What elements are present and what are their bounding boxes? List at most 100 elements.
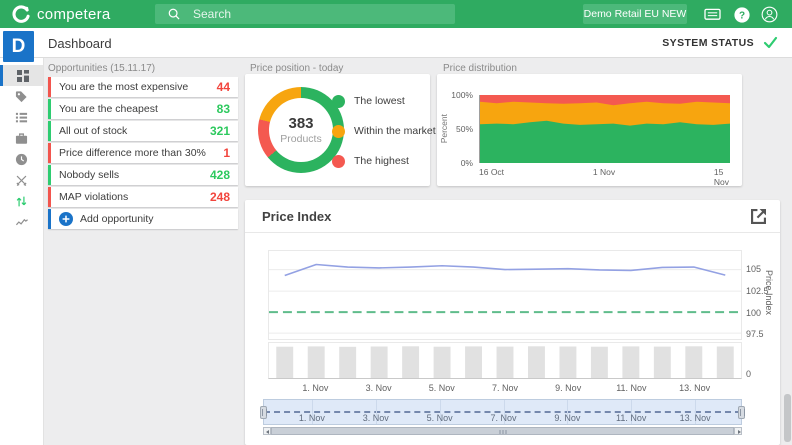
sidebar-item-history[interactable] bbox=[0, 149, 43, 170]
navigator-gridline bbox=[375, 400, 377, 424]
crossed-swords-icon bbox=[15, 174, 28, 187]
sidebar-item-dashboard[interactable] bbox=[0, 65, 43, 86]
navigator-gridline bbox=[695, 400, 697, 424]
opportunity-label: Price difference more than 30% bbox=[59, 147, 206, 159]
briefcase-icon bbox=[15, 132, 28, 145]
add-opportunity-button[interactable]: Add opportunity bbox=[48, 209, 238, 229]
profile-icon[interactable] bbox=[760, 6, 778, 23]
competera-logo[interactable]: competera bbox=[12, 4, 111, 24]
price-index-y-tick: 100 bbox=[746, 308, 762, 318]
navigator-right-handle[interactable] bbox=[738, 406, 745, 419]
price-index-panel: Price Index Price Index 105 102.5 100 97.5 0… bbox=[245, 200, 780, 445]
sidebar-nav bbox=[0, 58, 44, 445]
products-count: 383 bbox=[288, 115, 314, 132]
opportunity-value: 321 bbox=[209, 124, 230, 138]
up-down-arrows-icon bbox=[15, 195, 28, 208]
y-axis-tick: 50% bbox=[455, 124, 473, 134]
plus-icon bbox=[59, 212, 73, 226]
legend-label: The highest bbox=[354, 155, 409, 167]
scroll-right-button[interactable] bbox=[734, 427, 742, 435]
svg-text:?: ? bbox=[739, 10, 745, 21]
opportunity-item[interactable]: You are the cheapest 83 bbox=[48, 99, 238, 119]
opportunity-item[interactable]: All out of stock 321 bbox=[48, 121, 238, 141]
x-axis-tick: 1 Nov bbox=[592, 167, 616, 177]
opportunities-list: You are the most expensive 44 You are the … bbox=[48, 77, 238, 231]
navigator-gridline bbox=[567, 400, 569, 424]
scrollbar-thumb[interactable] bbox=[271, 427, 734, 435]
price-index-x-tick: 3. Nov bbox=[365, 383, 392, 393]
scroll-left-button[interactable] bbox=[263, 427, 271, 435]
opportunity-label: You are the most expensive bbox=[59, 81, 189, 93]
opportunity-item[interactable]: MAP violations 248 bbox=[48, 187, 238, 207]
price-distribution-title: Price distribution bbox=[443, 63, 517, 74]
help-icon[interactable]: ? bbox=[733, 6, 751, 23]
price-position-panel: 383 Products The lowest Within the market… bbox=[245, 74, 436, 186]
price-index-header: Price Index bbox=[245, 200, 780, 233]
price-index-line-chart[interactable] bbox=[268, 250, 742, 340]
page-title-bar: Dashboard SYSTEM STATUS bbox=[0, 28, 792, 58]
navigator-x-tick: 5. Nov bbox=[426, 413, 453, 423]
navigator-gridline bbox=[311, 400, 313, 424]
list-icon bbox=[15, 111, 28, 124]
legend-item: Within the market bbox=[332, 124, 436, 138]
legend-dot bbox=[332, 94, 345, 108]
price-index-x-tick: 1. Nov bbox=[302, 383, 329, 393]
price-distribution-area-chart[interactable] bbox=[479, 95, 730, 163]
navigator-series-line bbox=[264, 411, 741, 413]
legend-dot bbox=[332, 124, 345, 138]
range-navigator[interactable]: 1. Nov 3. Nov 5. Nov 7. Nov 9. Nov 11. Nov 13.… bbox=[260, 399, 745, 425]
legend-dot bbox=[332, 154, 345, 168]
price-position-title: Price position - today bbox=[250, 63, 344, 74]
legend-label: The lowest bbox=[354, 95, 405, 107]
navigator-left-handle[interactable] bbox=[260, 406, 267, 419]
legend-item: The highest bbox=[332, 154, 436, 168]
sidebar-item-portfolio[interactable] bbox=[0, 128, 43, 149]
price-index-x-tick: 13. Nov bbox=[679, 383, 711, 393]
price-position-legend: The lowest Within the market The highest bbox=[332, 94, 436, 184]
opportunity-value: 83 bbox=[216, 102, 230, 116]
status-check-icon bbox=[763, 36, 778, 49]
tag-icon bbox=[15, 90, 28, 103]
navigator-x-tick: 1. Nov bbox=[298, 413, 325, 423]
navigator-gridline bbox=[631, 400, 633, 424]
opportunity-item[interactable]: Price difference more than 30% 1 bbox=[48, 143, 238, 163]
opportunity-value: 428 bbox=[209, 168, 230, 182]
sidebar-item-tags[interactable] bbox=[0, 86, 43, 107]
opportunity-value: 1 bbox=[223, 146, 230, 160]
donut-center: 383 Products bbox=[269, 98, 333, 162]
sidebar-item-analytics[interactable] bbox=[0, 212, 43, 233]
navigator-gridline bbox=[439, 400, 441, 424]
add-opportunity-label: Add opportunity bbox=[80, 213, 154, 225]
navigator-scrollbar[interactable] bbox=[263, 427, 742, 435]
y-axis-tick: 0% bbox=[460, 158, 473, 168]
legend-label: Within the market bbox=[354, 125, 436, 137]
price-position-donut-chart[interactable]: 383 Products bbox=[258, 87, 344, 173]
price-index-title: Price Index bbox=[262, 209, 332, 224]
price-distribution-panel: Percent 100% 50% 0% 16 Oct 1 Nov 15 Nov bbox=[437, 74, 742, 187]
sidebar-item-repricing[interactable] bbox=[0, 191, 43, 212]
search-bar[interactable] bbox=[155, 4, 455, 24]
sidebar-item-lists[interactable] bbox=[0, 107, 43, 128]
price-index-bar-chart[interactable] bbox=[268, 342, 742, 379]
search-input[interactable] bbox=[193, 7, 423, 21]
competera-logo-icon bbox=[12, 5, 30, 23]
account-selector-button[interactable]: Demo Retail EU NEW bbox=[583, 4, 687, 24]
price-index-y-axis-label: Price Index bbox=[764, 270, 774, 316]
dashboard-grid-icon bbox=[16, 69, 30, 83]
open-fullscreen-icon[interactable] bbox=[751, 209, 766, 224]
legend-item: The lowest bbox=[332, 94, 436, 108]
system-status[interactable]: SYSTEM STATUS bbox=[662, 36, 778, 49]
price-index-x-tick: 5. Nov bbox=[428, 383, 455, 393]
app-header: competera Demo Retail EU NEW ? bbox=[0, 0, 792, 28]
opportunity-value: 248 bbox=[209, 190, 230, 204]
sidebar-item-competitors[interactable] bbox=[0, 170, 43, 191]
price-index-x-tick: 7. Nov bbox=[491, 383, 519, 393]
page-scrollbar-thumb[interactable] bbox=[784, 394, 791, 442]
workspace-badge[interactable]: D bbox=[3, 31, 34, 62]
opportunity-item[interactable]: Nobody sells 428 bbox=[48, 165, 238, 185]
messages-icon[interactable] bbox=[703, 6, 721, 23]
opportunity-label: All out of stock bbox=[59, 125, 128, 137]
opportunity-item[interactable]: You are the most expensive 44 bbox=[48, 77, 238, 97]
opportunities-title: Opportunities (15.11.17) bbox=[48, 63, 156, 74]
